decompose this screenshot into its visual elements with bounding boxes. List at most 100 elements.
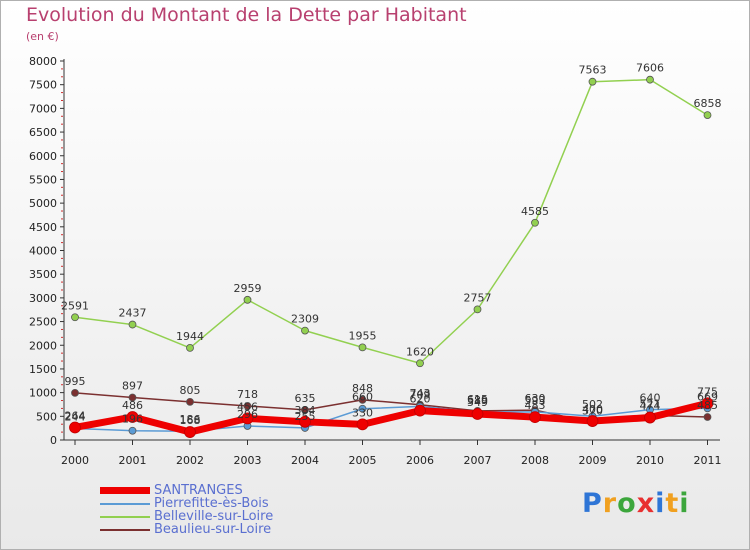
y-tick-label: 6500 [29, 126, 57, 139]
x-tick-label: 2009 [579, 454, 607, 467]
legend-item: SANTRANGES [100, 484, 273, 497]
chart-subtitle: (en €) [26, 30, 59, 43]
data-point [301, 326, 309, 335]
data-point [186, 344, 194, 352]
y-tick-label: 0 [50, 434, 57, 447]
x-axis: 2000 2001 2002 2003 2004 2005 2006 2007 2008 2009… [61, 439, 722, 467]
data-point [126, 411, 139, 423]
brand-letter: P [582, 488, 603, 519]
brand-letter: o [617, 488, 637, 519]
legend-label: Belleville-sur-Loire [154, 509, 274, 524]
data-label: 483 [525, 399, 546, 412]
data-label: 264 [65, 409, 86, 422]
data-label: 743 [410, 387, 431, 400]
data-point [358, 395, 367, 404]
x-tick-label: 2005 [349, 454, 377, 467]
data-label: 635 [295, 392, 316, 405]
data-point [358, 343, 367, 352]
data-label: 2591 [61, 299, 89, 312]
series-line [74, 78, 708, 365]
x-tick-label: 2008 [521, 454, 549, 467]
data-label: 549 [467, 396, 488, 409]
y-tick-label: 5000 [29, 197, 57, 210]
data-label: 474 [640, 400, 661, 413]
brand-letter: t [665, 488, 680, 519]
data-point [416, 359, 424, 368]
line-chart: 0 500 1000 1500 2000 2500 3000 3500 4000 4500 5000… [29, 55, 722, 467]
data-label: 640 [640, 392, 661, 405]
data-label: 6858 [694, 97, 722, 110]
y-tick-label: 3000 [29, 292, 57, 305]
series-0 [69, 397, 714, 438]
data-point [69, 421, 81, 434]
legend-item: Belleville-sur-Loire [100, 510, 273, 523]
data-label: 995 [65, 375, 86, 388]
data-point [588, 77, 597, 86]
legend-swatch [100, 502, 150, 505]
brand-letter: i [679, 488, 690, 519]
legend-label: SANTRANGES [154, 483, 243, 498]
data-label: 2959 [234, 282, 262, 295]
data-label: 502 [582, 398, 603, 411]
data-point [186, 397, 194, 406]
data-label: 1620 [406, 345, 434, 358]
data-point [529, 411, 541, 424]
x-tick-label: 2010 [636, 454, 664, 467]
data-point [71, 388, 79, 397]
data-label: 244 [65, 410, 86, 423]
data-label: 370 [582, 404, 603, 417]
y-tick-label: 1500 [29, 363, 57, 376]
x-tick-label: 2003 [234, 454, 262, 467]
chart-title: Evolution du Montant de la Dette par Hab… [26, 4, 467, 26]
data-point [128, 426, 137, 435]
data-point [701, 397, 714, 410]
data-label: 186 [180, 413, 201, 426]
y-tick-label: 5500 [29, 173, 57, 186]
data-label: 255 [295, 410, 316, 423]
x-tick-label: 2011 [694, 454, 722, 467]
data-label: 400 [582, 403, 603, 416]
legend-item: Beaulieu-sur-Loire [100, 523, 273, 536]
data-label: 630 [525, 392, 546, 405]
data-point [299, 415, 311, 428]
data-label: 168 [180, 414, 201, 427]
data-point [414, 404, 426, 417]
data-label: 2309 [291, 313, 319, 326]
data-point [473, 305, 482, 314]
data-label: 660 [352, 391, 373, 404]
x-tick-label: 2001 [119, 454, 147, 467]
y-tick-label: 1000 [29, 387, 57, 400]
data-label: 589 [467, 394, 488, 407]
data-label: 4585 [521, 205, 549, 218]
y-axis: 0 500 1000 1500 2000 2500 3000 3500 4000 4500 5000… [29, 55, 65, 447]
data-label: 593 [525, 394, 546, 407]
legend-item: Pierrefitte-ès-Bois [100, 497, 273, 510]
data-point [243, 402, 252, 410]
legend-swatch [100, 487, 150, 494]
legend-label: Pierrefitte-ès-Bois [154, 496, 269, 511]
x-tick-label: 2002 [176, 454, 204, 467]
data-point [243, 295, 252, 304]
data-label: 384 [295, 404, 316, 417]
data-label: 775 [697, 385, 718, 398]
data-point [703, 111, 712, 120]
data-point [644, 411, 656, 424]
data-point [531, 218, 539, 227]
y-tick-label: 6000 [29, 150, 57, 163]
series-layer [69, 75, 714, 438]
data-label: 709 [410, 388, 431, 401]
y-tick-label: 2500 [29, 316, 57, 329]
y-tick-label: 7500 [29, 79, 57, 92]
data-point [358, 404, 367, 413]
y-tick-label: 7000 [29, 102, 57, 115]
data-label: 669 [697, 390, 718, 403]
y-tick-label: 8000 [29, 55, 57, 68]
data-label: 456 [237, 400, 258, 413]
data-label: 485 [697, 399, 718, 412]
x-tick-label: 2000 [61, 454, 89, 467]
data-label: 848 [352, 382, 373, 395]
legend-swatch [100, 515, 150, 518]
x-tick-label: 2004 [291, 454, 319, 467]
legend-swatch [100, 528, 150, 531]
data-label: 296 [237, 408, 258, 421]
